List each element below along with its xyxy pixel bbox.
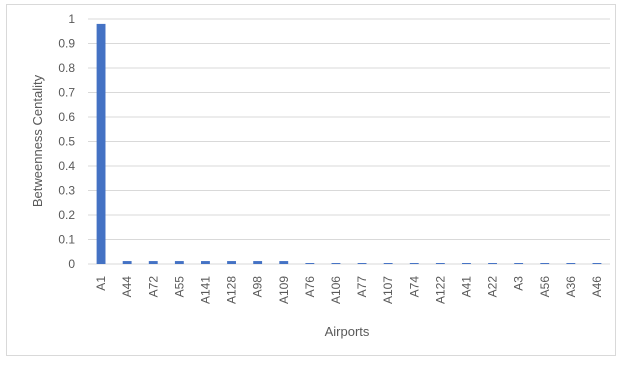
- bar-a56: [540, 263, 550, 264]
- x-tick-label: A36: [564, 276, 578, 298]
- bar-a77: [357, 263, 367, 264]
- y-axis-label: Betweenness Centality: [30, 74, 45, 207]
- y-tick-label: 0.1: [58, 233, 75, 247]
- x-tick-label: A77: [355, 276, 369, 298]
- bar-a122: [435, 263, 445, 264]
- x-tick-labels: A1 A44 A72 A55 A141 A128 A98 A109 A76 A106 A77 A107…: [94, 276, 604, 304]
- x-tick-label: A74: [407, 276, 421, 298]
- grid-lines: [88, 18, 610, 265]
- bar-a141: [201, 261, 210, 264]
- bar-a36: [566, 263, 576, 264]
- chart-frame: [6, 4, 616, 356]
- x-tick-label: A76: [303, 276, 317, 298]
- x-tick-label: A122: [433, 276, 447, 304]
- bar-a22: [488, 263, 497, 264]
- y-tick-label: 0.6: [58, 110, 75, 124]
- y-tick-label: 0.4: [58, 159, 75, 173]
- bar-a76: [305, 263, 315, 264]
- x-tick-label: A1: [94, 276, 108, 291]
- bar-a41: [462, 263, 471, 264]
- y-tick-labels: 0 0.1 0.2 0.3 0.4 0.5 0.6 0.7 0.8 0.9 1: [58, 12, 75, 271]
- x-tick-label: A98: [251, 276, 265, 298]
- x-tick-label: A109: [277, 276, 291, 304]
- bar-a44: [122, 261, 132, 264]
- x-axis-label: Airports: [325, 324, 370, 339]
- x-tick-label: A44: [120, 276, 134, 298]
- y-tick-label: 0.7: [58, 86, 75, 100]
- bar-a98: [253, 261, 263, 264]
- bar-a128: [227, 261, 236, 264]
- y-tick-label: 0.9: [58, 37, 75, 51]
- bar-a55: [174, 261, 184, 264]
- x-tick-label: A107: [381, 276, 395, 304]
- y-tick-label: 0.3: [58, 184, 75, 198]
- x-tick-label: A46: [590, 276, 604, 298]
- bar-a72: [148, 261, 158, 264]
- x-tick-label: A55: [172, 276, 186, 298]
- bar-a1: [96, 23, 106, 265]
- bar-a106: [331, 263, 341, 264]
- x-tick-label: A56: [538, 276, 552, 298]
- y-tick-label: 0.5: [58, 135, 75, 149]
- bar-a74: [409, 263, 419, 264]
- x-tick-label: A141: [198, 276, 212, 304]
- y-tick-label: 0.2: [58, 208, 75, 222]
- y-tick-label: 1: [68, 12, 75, 26]
- bar-a107: [383, 263, 393, 264]
- bar-a3: [514, 263, 524, 264]
- bar-a46: [592, 263, 602, 264]
- x-tick-label: A72: [146, 276, 160, 298]
- x-tick-label: A22: [486, 276, 500, 298]
- bars: [96, 23, 602, 265]
- y-tick-label: 0.8: [58, 61, 75, 75]
- x-tick-label: A106: [329, 276, 343, 304]
- x-tick-label: A41: [459, 276, 473, 298]
- y-tick-label: 0: [68, 257, 75, 271]
- bar-a109: [279, 261, 289, 264]
- x-tick-label: A128: [225, 276, 239, 304]
- x-tick-label: A3: [512, 276, 526, 291]
